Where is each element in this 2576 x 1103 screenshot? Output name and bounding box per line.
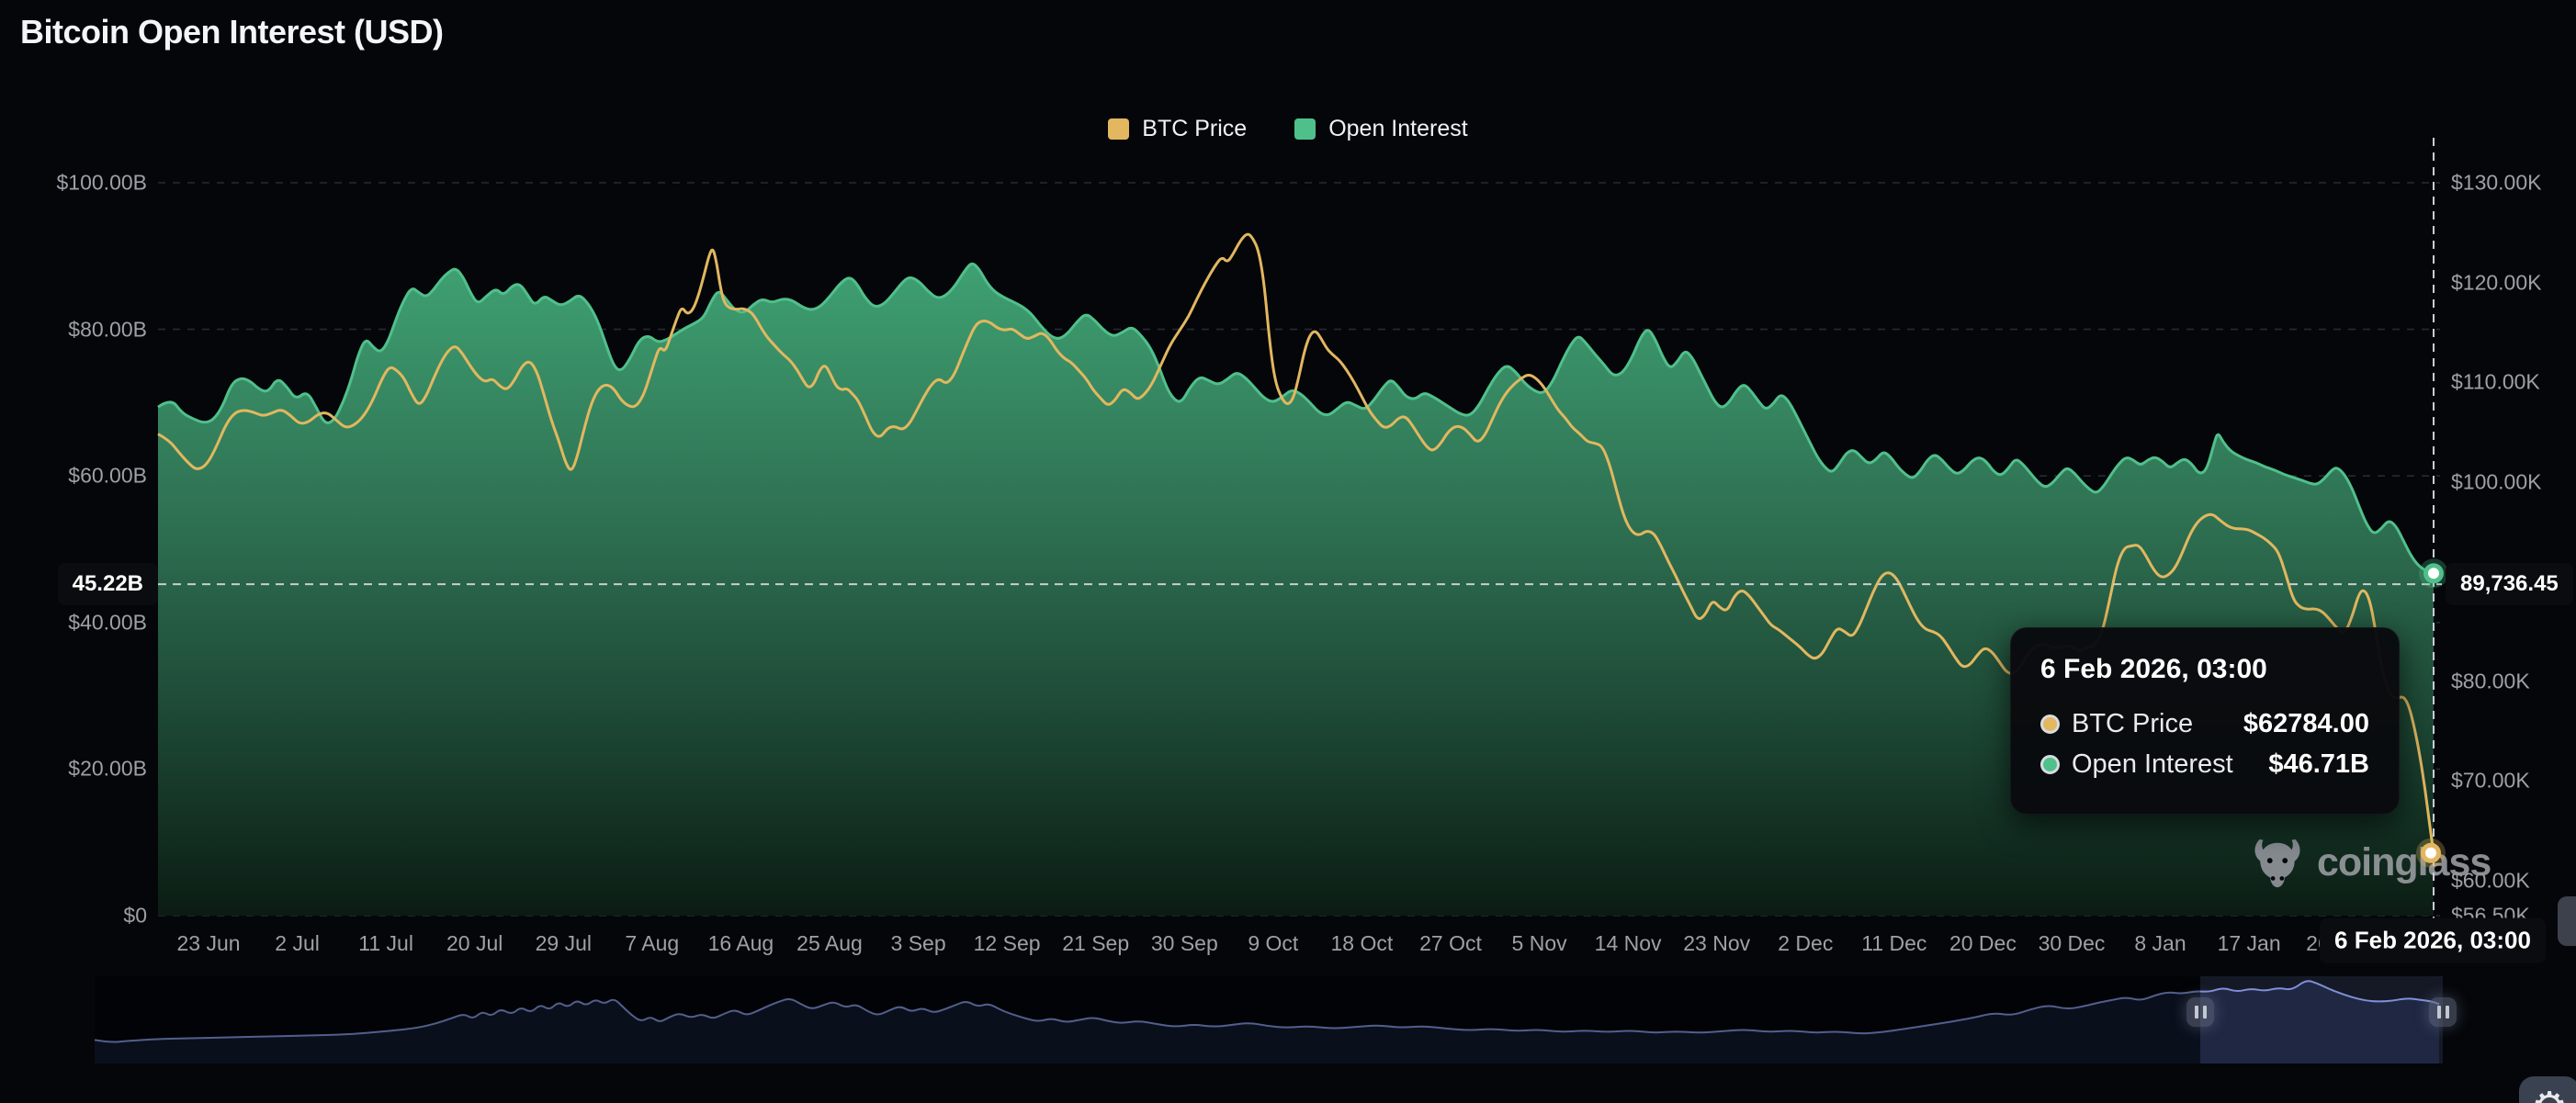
x-axis-tick: 12 Sep [973, 931, 1041, 955]
page-title: Bitcoin Open Interest (USD) [20, 13, 444, 51]
tooltip-row-label: Open Interest [2072, 749, 2233, 779]
tooltip-date: 6 Feb 2026, 03:00 [2040, 654, 2267, 684]
open-interest-dot-icon [2040, 755, 2060, 774]
x-axis-tick: 30 Sep [1150, 931, 1218, 955]
y-axis-left-tick: $20.00B [68, 756, 147, 781]
tooltip: 6 Feb 2026, 03:00 BTC Price $62784.00 Op… [2010, 627, 2400, 815]
y-axis-left-tick: $80.00B [68, 317, 147, 342]
legend-item-btc-price[interactable]: BTC Price [1108, 116, 1247, 142]
x-axis-tick: 5 Nov [1511, 931, 1567, 955]
y-axis-left-tick: $0 [123, 903, 147, 928]
legend-label-btc-price: BTC Price [1142, 116, 1248, 141]
tooltip-row-label: BTC Price [2072, 709, 2194, 738]
x-axis-tick: 20 Dec [1949, 931, 2017, 955]
x-axis-tick: 8 Jan [2134, 931, 2186, 955]
crosshair-date-badge: 6 Feb 2026, 03:00 [2320, 917, 2546, 963]
tooltip-row-value: $62784.00 [2243, 709, 2369, 738]
x-axis-tick: 14 Nov [1594, 931, 1662, 955]
x-axis-tick: 9 Oct [1248, 931, 1299, 955]
btc-price-swatch-icon [1108, 118, 1130, 140]
open-interest-area [158, 264, 2434, 916]
settings-button[interactable]: ⚙ [2519, 1076, 2576, 1103]
scroll-right-button[interactable]: › [2558, 896, 2576, 946]
x-axis-tick: 11 Jul [358, 931, 413, 955]
navigator-line [94, 980, 2440, 1043]
tooltip-row-open-interest: Open Interest $46.71B [2040, 749, 2369, 780]
x-axis-tick: 2 Jul [275, 931, 320, 955]
navigator-area [95, 981, 2439, 1064]
navigator-selected-range[interactable] [2200, 976, 2443, 1064]
y-axis-left-tick: $40.00B [68, 610, 147, 635]
coinglass-watermark: coinglass [2249, 834, 2491, 891]
y-axis-right-tick: $70.00K [2451, 768, 2530, 793]
open-interest-swatch-icon [1294, 118, 1316, 140]
navigator-left-handle[interactable] [2186, 997, 2214, 1027]
x-axis-tick: 21 Sep [1062, 931, 1130, 955]
x-axis-tick: 30 Dec [2038, 931, 2106, 955]
navigator-right-handle[interactable] [2429, 997, 2457, 1027]
y-axis-right-tick: $100.00K [2451, 469, 2542, 494]
x-axis-tick: 23 Nov [1683, 931, 1751, 955]
x-axis-tick: 20 Jul [446, 931, 503, 955]
y-axis-left-tick: $60.00B [68, 463, 147, 488]
y-axis-right-tick: $60.00K [2451, 868, 2530, 893]
legend-label-open-interest: Open Interest [1328, 116, 1468, 141]
btc-price-last-point-marker [2425, 847, 2436, 859]
x-axis-tick: 16 Aug [707, 931, 774, 955]
x-axis-tick: 25 Aug [797, 931, 863, 955]
x-axis-tick: 11 Dec [1861, 931, 1927, 955]
x-axis-tick: 7 Aug [625, 931, 680, 955]
open-interest-last-point-marker [2428, 568, 2439, 580]
open-interest-line [157, 262, 2435, 575]
y-axis-right-tick: $110.00K [2451, 369, 2540, 394]
x-axis-tick: 17 Jan [2217, 931, 2281, 955]
legend-item-open-interest[interactable]: Open Interest [1294, 116, 1468, 142]
y-axis-right-tick: $130.00K [2451, 170, 2542, 195]
tooltip-row-value: $46.71B [2268, 749, 2369, 779]
y-axis-left-tick: $100.00B [56, 170, 147, 195]
x-axis-tick: 2 Dec [1778, 931, 1834, 955]
x-axis-tick: 3 Sep [890, 931, 946, 955]
crosshair-right-value-badge: 89,736.45 [2446, 563, 2573, 605]
watermark-text: coinglass [2317, 839, 2491, 884]
navigator-unselected-region [95, 976, 2200, 1064]
x-axis-tick: 27 Oct [1419, 931, 1482, 955]
btc-price-dot-icon [2040, 715, 2060, 734]
tooltip-row-btc-price: BTC Price $62784.00 [2040, 709, 2369, 739]
y-axis-right-tick: $80.00K [2451, 669, 2530, 693]
coinglass-logo-icon [2254, 839, 2300, 888]
legend: BTC Price Open Interest [0, 116, 2576, 142]
y-axis-right-tick: $120.00K [2451, 270, 2542, 295]
x-axis-tick: 23 Jun [176, 931, 241, 955]
crosshair-left-value-badge: 45.22B [57, 563, 158, 605]
x-axis-tick: 29 Jul [535, 931, 592, 955]
x-axis-tick: 18 Oct [1330, 931, 1394, 955]
